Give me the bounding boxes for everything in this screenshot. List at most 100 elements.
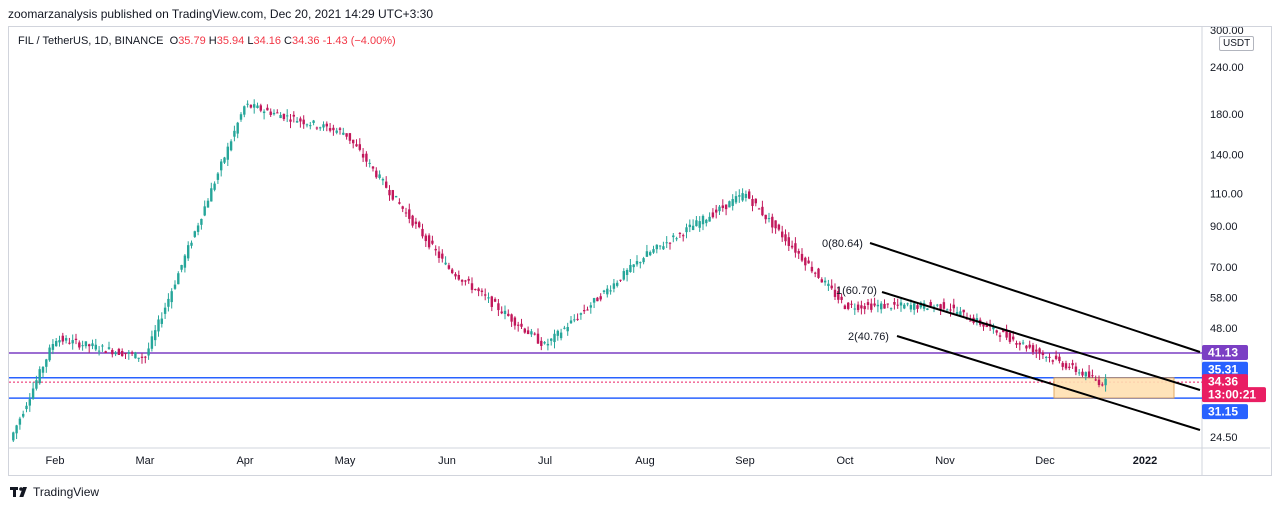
candle-body [12, 432, 15, 441]
candle-body [952, 304, 955, 309]
symbol-label[interactable]: FIL / TetherUS, 1D, BINANCE [18, 35, 164, 47]
candle-body [718, 206, 721, 212]
candle-body [606, 288, 609, 295]
candle-body [272, 112, 276, 115]
candle-body [530, 331, 533, 335]
x-tick-label: Jul [538, 455, 552, 467]
candle-body [464, 280, 467, 282]
candle-body [949, 309, 952, 311]
candle-body [401, 206, 404, 209]
candle-body [688, 224, 691, 228]
candle-body [668, 242, 672, 244]
candle-body [424, 235, 427, 242]
candle-body [121, 351, 124, 357]
candle-body [757, 208, 761, 210]
candle-body [563, 327, 566, 329]
candle-body [520, 323, 523, 327]
y-tick-label: 90.00 [1210, 221, 1238, 233]
candle-body [352, 139, 355, 144]
candle-body [833, 289, 837, 297]
candle-body [38, 369, 41, 384]
candle-body [233, 130, 236, 137]
candle-body [866, 302, 870, 305]
candle-body [74, 338, 78, 340]
candle-body [45, 359, 48, 367]
candle-body [177, 273, 180, 285]
candle-body [1051, 360, 1054, 362]
candle-body [513, 317, 517, 326]
candle-body [955, 312, 959, 315]
price-tag-label: 31.15 [1208, 405, 1238, 419]
candle-body [1101, 384, 1104, 386]
candle-body [807, 260, 810, 264]
candle-body [266, 107, 269, 111]
candle-body [114, 352, 117, 355]
candle-body [929, 302, 932, 306]
candle-body [28, 399, 31, 406]
x-tick-label: Mar [136, 455, 155, 467]
candle-body [797, 250, 800, 254]
candle-body [190, 242, 193, 246]
candle-body [348, 133, 352, 141]
candle-body [381, 179, 385, 181]
candle-body [632, 264, 635, 268]
candle-body [767, 218, 771, 220]
candle-body [998, 335, 1002, 337]
candle-body [840, 296, 843, 300]
x-tick-label: Oct [836, 455, 853, 467]
candle-body [790, 245, 794, 248]
candle-body [536, 333, 540, 344]
candle-body [302, 119, 305, 125]
candle-body [724, 204, 728, 210]
candle-body [173, 284, 177, 289]
candle-body [781, 231, 784, 238]
candle-body [140, 356, 144, 358]
y-tick-label: 140.00 [1210, 150, 1244, 162]
candle-body [777, 224, 781, 230]
candle-body [305, 124, 309, 126]
candle-body [926, 308, 929, 310]
candle-body [738, 195, 741, 197]
candle-body [880, 303, 883, 310]
candle-body [748, 191, 751, 199]
candle-body [744, 193, 748, 198]
candle-body [216, 173, 220, 180]
footer-brand[interactable]: TradingView [33, 485, 100, 499]
candle-body [147, 348, 150, 356]
candle-body [474, 289, 477, 291]
candle-body [526, 330, 530, 335]
candle-body [540, 340, 543, 346]
candle-body [939, 304, 942, 310]
candle-body [556, 330, 559, 336]
candle-body [705, 219, 708, 224]
candle-body [962, 309, 965, 313]
y-tick-label: 58.00 [1210, 292, 1238, 304]
candle-body [682, 235, 685, 237]
candle-body [259, 105, 262, 111]
candle-body [576, 318, 579, 320]
candle-body [58, 340, 61, 343]
candle-body [78, 342, 81, 348]
candle-body [408, 209, 411, 219]
candle-body [794, 243, 797, 253]
candle-body [117, 348, 121, 355]
candle-body [101, 345, 104, 347]
candle-body [71, 340, 74, 344]
currency-unit-button[interactable]: USDT [1219, 36, 1255, 51]
candle-body [243, 106, 246, 115]
candle-body [25, 405, 28, 410]
candle-body [665, 242, 668, 244]
candle-body [546, 343, 550, 346]
candle-body [388, 189, 391, 196]
candle-body [322, 124, 325, 128]
candle-body [157, 319, 160, 332]
candle-body [649, 252, 652, 256]
candle-body [860, 305, 863, 309]
candle-body [784, 234, 787, 242]
candle-body [1061, 362, 1064, 367]
candle-body [249, 104, 253, 108]
candle-body [616, 282, 619, 286]
x-tick-label: Aug [635, 455, 655, 467]
candle-body [870, 303, 873, 310]
